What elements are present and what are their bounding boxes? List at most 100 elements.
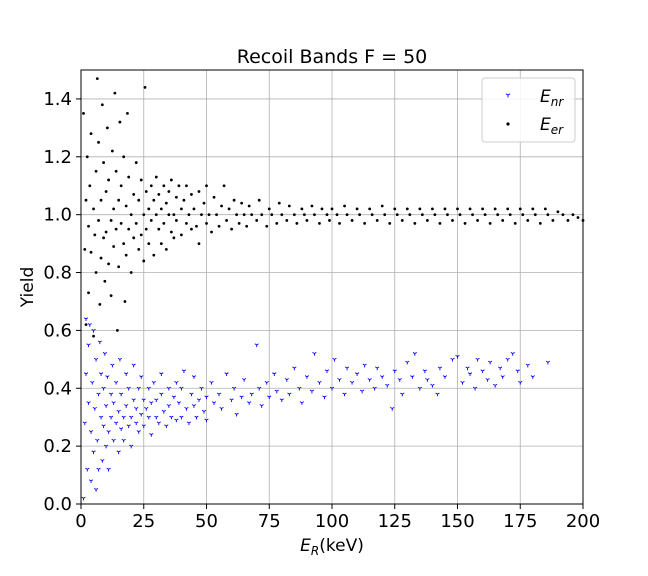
data-point-eer [380,204,384,208]
data-point-enr [186,421,192,426]
data-point-eer [220,204,223,208]
data-point-enr [242,378,247,382]
data-point-eer [87,224,90,228]
data-point-enr [161,409,166,414]
data-point-eer [222,184,226,188]
data-point-enr [317,380,322,385]
data-point-enr [131,398,136,403]
data-point-eer [117,265,121,269]
data-point-enr [467,372,473,376]
data-point-eer [551,219,555,222]
data-point-eer [205,184,208,188]
data-point-enr [154,398,159,403]
data-point-enr [124,404,129,408]
data-point-enr [332,357,337,362]
data-point-eer [275,221,279,225]
data-point-eer [109,219,113,222]
data-point-eer [119,184,123,188]
data-point-eer [215,213,218,217]
data-point-eer [167,190,171,193]
data-point-eer [330,207,334,211]
data-point-enr [267,395,272,400]
data-point-eer [112,245,116,248]
y-tick-label: 1.4 [43,89,72,110]
legend-enr-sub: nr [551,95,565,109]
data-point-enr [518,380,523,385]
data-point-eer [483,213,487,217]
data-point-enr [191,404,197,408]
data-point-enr [191,375,197,379]
data-point-enr [234,412,239,417]
data-point-eer [471,213,474,217]
data-point-eer [95,77,99,81]
data-point-enr [385,383,390,388]
data-point-enr [530,375,535,379]
data-point-eer [488,221,492,225]
data-point-enr [249,392,254,397]
data-point-enr [101,386,106,391]
data-point-enr [480,369,485,374]
data-point-enr [136,386,141,391]
legend-marker-enr [505,93,511,98]
data-point-eer [508,213,512,217]
legend-label-eer: Eer [540,115,564,137]
data-point-eer [335,213,339,217]
data-point-enr [312,352,317,356]
data-point-enr [144,407,149,411]
data-point-enr [397,378,402,382]
x-axis-label-unit: (keV) [319,536,364,556]
data-point-enr [119,392,124,397]
data-point-enr [309,389,315,394]
y-tick-label: 0.8 [43,263,72,284]
data-point-eer [395,213,399,217]
data-point-eer [127,175,131,179]
legend-marker-eer [506,122,510,126]
data-point-eer [99,198,103,202]
x-axis-label-sub: R [311,544,319,558]
data-point-eer [82,112,85,115]
data-point-eer [227,207,231,211]
data-point-eer [363,221,367,225]
legend-marker-enr-glyph [505,93,511,98]
data-point-eer [190,193,193,196]
data-point-enr [106,430,111,434]
data-point-eer [438,221,442,225]
data-point-enr [129,415,134,420]
data-point-enr [201,409,207,414]
data-point-eer [255,219,259,222]
data-point-eer [325,213,329,217]
data-point-enr [174,380,179,385]
y-tick-label: 0.6 [43,320,72,341]
data-point-eer [149,184,153,188]
data-point-eer [250,213,254,217]
data-point-eer [137,247,141,251]
data-point-eer [114,169,118,173]
data-point-enr [204,418,209,423]
data-point-enr [390,407,395,411]
data-point-enr [257,386,262,391]
data-point-eer [200,213,203,217]
data-point-enr [425,378,430,382]
data-point-eer [109,294,113,298]
data-point-enr [297,386,302,391]
data-point-eer [122,155,126,159]
data-point-eer [107,178,111,182]
data-point-eer [112,207,116,211]
data-point-enr [83,317,89,322]
data-point-enr [116,450,121,455]
x-tick-label: 0 [75,511,86,532]
data-point-eer [531,207,535,211]
data-point-eer [157,193,161,196]
data-point-eer [89,250,93,254]
data-point-eer [94,271,98,274]
data-point-eer [302,213,306,217]
data-point-eer [571,213,575,217]
data-point-eer [400,219,404,222]
data-point-enr [372,386,377,391]
data-point-eer [152,198,156,202]
data-point-eer [318,221,321,225]
x-axis-label: ER(keV) [300,536,364,558]
data-point-eer [169,178,173,182]
data-point-enr [171,395,177,400]
data-point-eer [225,219,228,222]
